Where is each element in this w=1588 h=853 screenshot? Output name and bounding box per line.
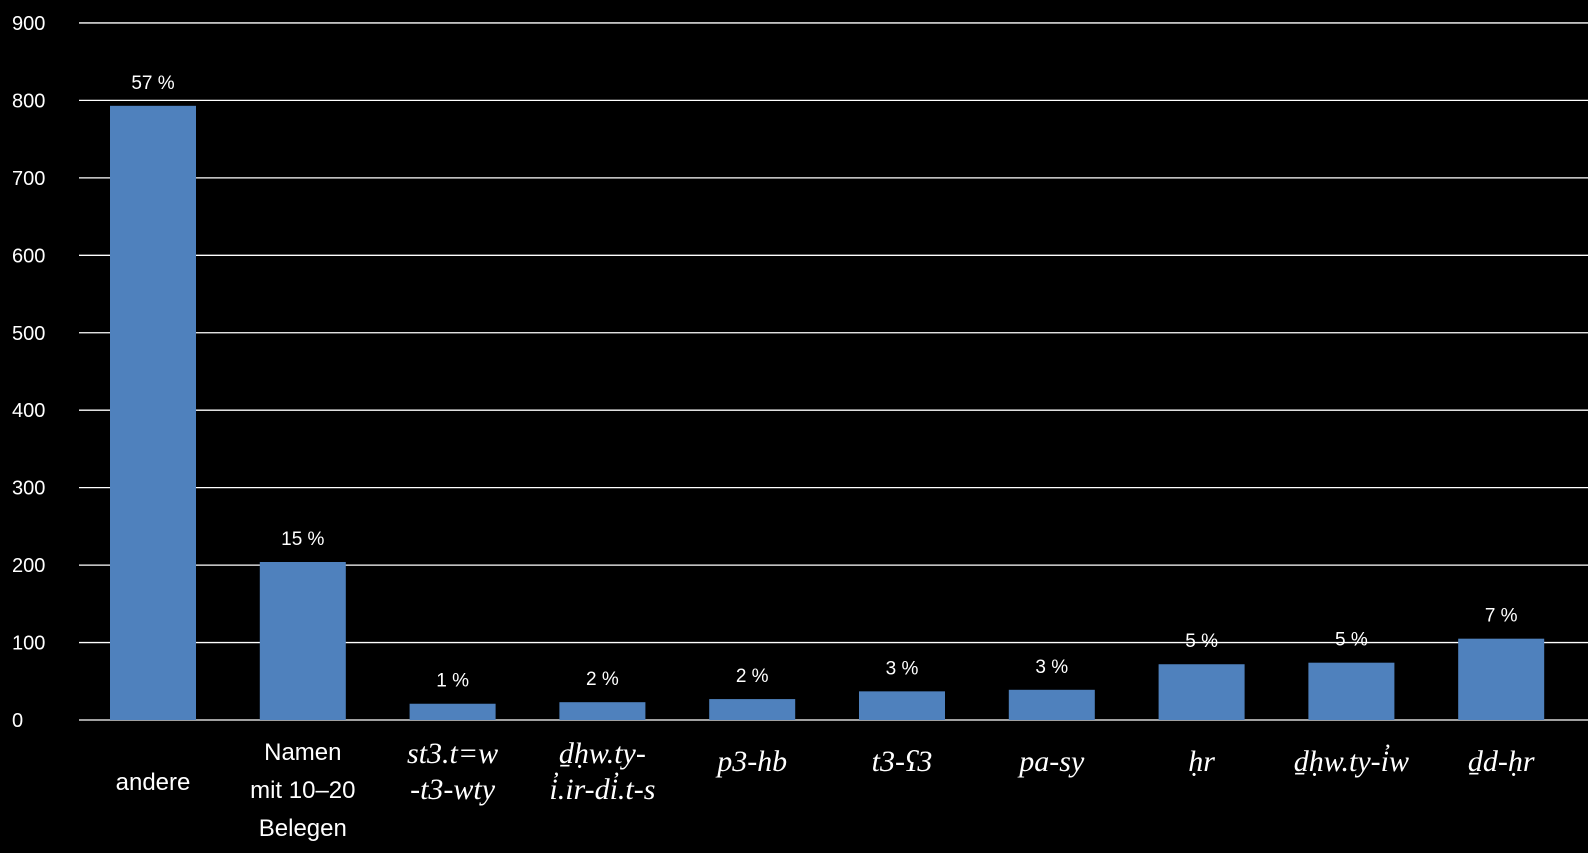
x-tick-label: ḏḥw.ty-i̓w (1294, 744, 1409, 778)
y-tick-label: 900 (12, 13, 45, 35)
x-tick-label: i̓.ir-di̓.t-s (549, 772, 655, 806)
x-tick-label: p3-hb (715, 745, 787, 778)
y-tick-label: 200 (12, 555, 45, 577)
data-labels: 57 % 15 % 1 % 2 % 2 % 3 % 3 % 5 % 5 % 7 % (131, 73, 1517, 692)
data-label: 3 % (886, 658, 919, 679)
x-axis-labels: andere Namen mit 10–20 Belegen st3.t=w-t3-wt… (116, 737, 1535, 842)
bar (409, 703, 496, 720)
data-label: 5 % (1185, 631, 1218, 652)
y-tick-label: 600 (12, 245, 45, 267)
x-tick-label: pa-sy (1017, 745, 1085, 778)
x-tick-label: ḏd-ḥr (1468, 745, 1535, 778)
x-tick-label: t3-ʕ3 (872, 745, 933, 778)
bar (259, 562, 346, 720)
x-tick-label: andere (116, 769, 191, 796)
data-label: 15 % (281, 529, 324, 550)
data-label: 3 % (1035, 657, 1068, 678)
x-tick-label: Belegen (259, 815, 347, 842)
bar (559, 702, 646, 720)
y-tick-label: 300 (12, 478, 45, 500)
x-tick-label: ḏḥw.ty- (559, 737, 646, 770)
y-tick-label: 500 (12, 323, 45, 345)
bar (709, 699, 796, 720)
y-tick-label: 0 (12, 710, 23, 732)
data-label: 7 % (1485, 606, 1518, 627)
data-label: 2 % (586, 669, 619, 690)
bar (1008, 689, 1095, 720)
data-label: 1 % (436, 671, 469, 692)
x-tick-label: -t3-wty (410, 773, 496, 806)
x-tick-label: mit 10–20 (250, 777, 355, 804)
bars (110, 105, 1545, 720)
y-tick-label: 800 (12, 90, 45, 112)
bar (1308, 662, 1395, 720)
x-tick-label: st3.t=w (407, 737, 498, 770)
bar (110, 105, 196, 720)
y-tick-label: 100 (12, 633, 45, 655)
bar (1158, 664, 1245, 720)
y-tick-label: 700 (12, 168, 45, 190)
data-label: 2 % (736, 666, 769, 687)
y-tick-label: 400 (12, 400, 45, 422)
data-label: 57 % (131, 73, 174, 94)
x-tick-label: ḥr (1188, 745, 1215, 778)
data-label: 5 % (1335, 630, 1368, 651)
x-tick-label: Namen (264, 739, 341, 766)
y-axis-ticks: 0 100 200 300 400 500 600 700 800 900 (12, 13, 45, 732)
bar (859, 691, 945, 720)
bar (1458, 638, 1545, 720)
